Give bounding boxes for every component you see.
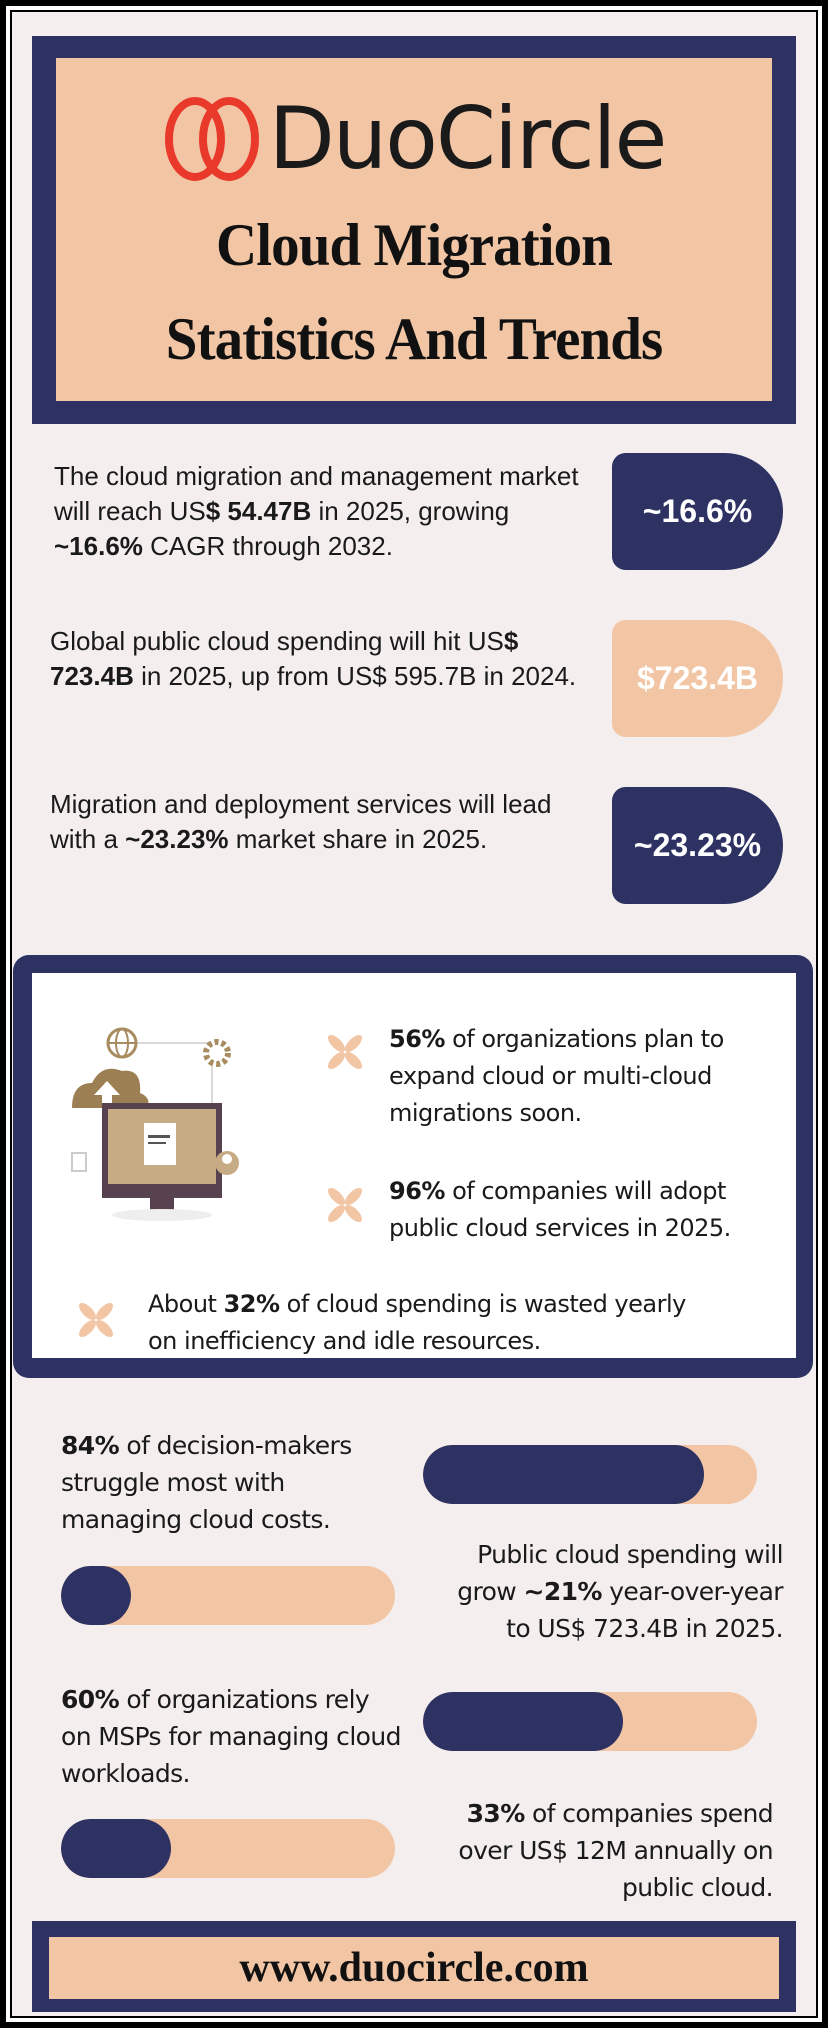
progress-fill	[61, 1566, 132, 1625]
progress-bar-1	[423, 1445, 757, 1504]
brand-name: DuoCircle	[268, 89, 668, 189]
footer: www.duocircle.com	[32, 1921, 796, 2012]
stat-badge-1: ~16.6%	[612, 453, 783, 570]
progress-fill	[423, 1445, 704, 1504]
progress-bar-2	[61, 1566, 395, 1625]
highlight-item-1: 56% of organizations plan to expand clou…	[389, 1025, 724, 1127]
website-link[interactable]: www.duocircle.com	[49, 1937, 779, 1999]
flower-bullet-icon	[327, 1187, 363, 1223]
progress-bar-4	[61, 1819, 395, 1878]
cloud-migration-illustration-icon	[71, 1027, 239, 1221]
bar-text-2: Public cloud spending will grow ~21% yea…	[457, 1540, 783, 1643]
flower-bullet-icon	[78, 1302, 114, 1338]
bar-text-4: 33% of companies spend over US$ 12M annu…	[458, 1799, 773, 1902]
bar-text-1: 84% of decision-makers struggle most wit…	[61, 1431, 352, 1534]
stat-badge-2: $723.4B	[612, 620, 783, 737]
progress-fill	[423, 1692, 624, 1751]
stat-text-2: Global public cloud spending will hit US…	[50, 626, 577, 691]
highlight-item-3: About 32% of cloud spending is wasted ye…	[148, 1290, 686, 1355]
title-line-1: Cloud Migration	[216, 212, 613, 278]
page-title: Cloud Migration Statistics And Trends	[74, 198, 754, 386]
bar-text-3: 60% of organizations rely on MSPs for ma…	[61, 1685, 401, 1788]
stat-text-1: The cloud migration and management marke…	[54, 461, 579, 561]
stat-badge-3: ~23.23%	[612, 787, 783, 904]
highlights-box: 56% of organizations plan to expand clou…	[13, 955, 813, 1378]
progress-bar-3	[423, 1692, 757, 1751]
header: DuoCircle Cloud Migration Statistics And…	[32, 36, 796, 424]
stat-text-3: Migration and deployment services will l…	[50, 789, 552, 854]
flower-bullet-icon	[327, 1034, 363, 1070]
title-line-2: Statistics And Trends	[165, 306, 663, 372]
header-panel: DuoCircle Cloud Migration Statistics And…	[56, 58, 772, 401]
logo: DuoCircle	[56, 96, 772, 182]
highlight-item-2: 96% of companies will adopt public cloud…	[389, 1177, 731, 1242]
progress-fill	[61, 1819, 172, 1878]
highlights-panel: 56% of organizations plan to expand clou…	[32, 973, 796, 1358]
duocircle-logo-icon	[164, 97, 259, 181]
